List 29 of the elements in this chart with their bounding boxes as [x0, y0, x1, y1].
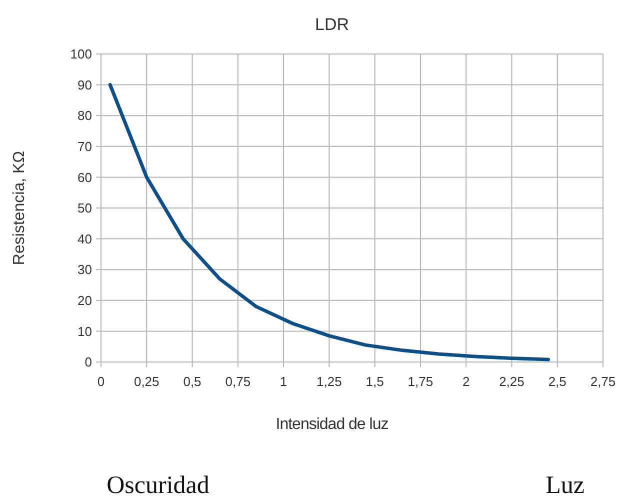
- y-tick-label: 80: [78, 108, 92, 124]
- y-tick-label: 70: [78, 138, 92, 154]
- x-tick-label: 0,5: [183, 374, 202, 389]
- y-tick-label: 30: [78, 262, 92, 278]
- text: Luz: [546, 472, 584, 498]
- x-tick-label: 0: [97, 374, 105, 389]
- text: Oscuridad: [106, 472, 210, 498]
- y-tick-label: 20: [78, 292, 92, 308]
- y-tick-label: 50: [78, 200, 92, 216]
- x-tick-label: 1,5: [366, 374, 384, 389]
- x-tick-label: 2: [462, 374, 470, 389]
- x-tick-label: 1,75: [408, 374, 434, 389]
- y-tick-label: 0: [84, 354, 92, 370]
- x-tick-label: 1,25: [316, 374, 342, 389]
- chart-title: LDR: [314, 15, 350, 34]
- y-tick-label: 60: [78, 170, 92, 185]
- y-tick-label: 100: [70, 46, 92, 62]
- y-tick-label: 10: [78, 324, 92, 339]
- x-tick-label: 1: [280, 374, 288, 389]
- x-axis-title: Intensidad de luz: [276, 416, 389, 433]
- y-tick-label: 40: [78, 231, 92, 246]
- line-series: [108, 83, 550, 362]
- y-tick-label: 90: [78, 77, 92, 92]
- x-tick-label: 2,75: [590, 374, 616, 389]
- y-axis-title: Resistencia, KΩ: [11, 150, 28, 266]
- x-tick-label: 0,25: [134, 374, 160, 389]
- x-tick-label: 2,5: [548, 374, 566, 389]
- x-tick-label: 0,75: [225, 374, 251, 389]
- x-tick-label: 2,25: [499, 374, 524, 389]
